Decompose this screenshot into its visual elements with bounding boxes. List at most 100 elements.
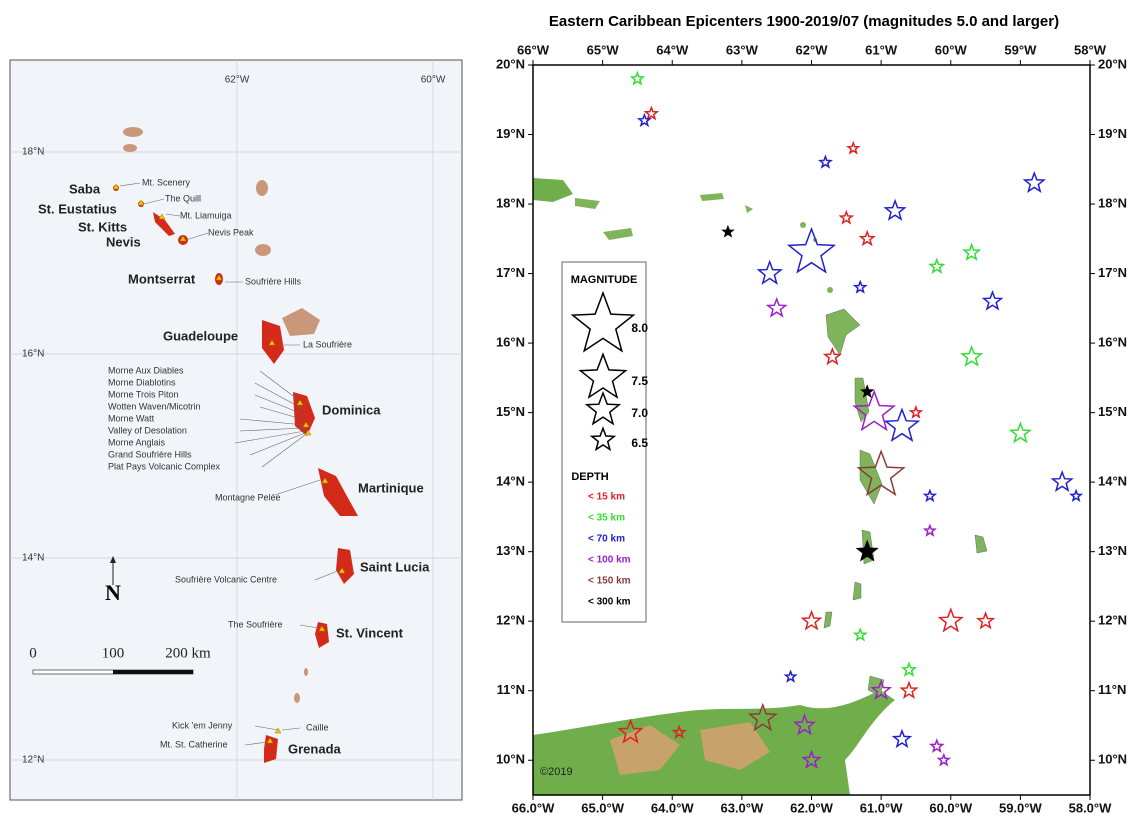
volcano-label: The Quill [165, 193, 201, 203]
volcano-label: Soufrière Hills [245, 276, 302, 286]
north-arrow: N [105, 556, 121, 605]
scale-label: 0 [29, 645, 37, 661]
lat-label: 20°N [496, 56, 525, 71]
lat-label: 15°N [1098, 404, 1127, 419]
epicenter [838, 209, 855, 225]
lat-label: 19°N [1098, 126, 1127, 141]
volcano-map: 62°W 60°W 18°N 16°N 14°N 12°N Saba St. E… [9, 59, 463, 801]
depth-label: < 15 km [588, 492, 625, 503]
volcano-label: Morne Watt [108, 413, 155, 423]
non-volcanic-islands [123, 127, 320, 703]
epicenter [783, 669, 798, 683]
epicenter [936, 752, 952, 767]
legend-star [578, 352, 628, 399]
epicenter [981, 289, 1004, 311]
epicenter [817, 154, 833, 169]
lat-label: 18°N [1098, 195, 1127, 210]
volcano-label: Montagne Pelée [215, 492, 281, 502]
legend-title: DEPTH [571, 471, 608, 483]
epicenter [617, 718, 644, 744]
legend-title: MAGNITUDE [571, 274, 638, 286]
lat-label: 16°N [22, 349, 44, 360]
north-label: N [105, 580, 121, 605]
volcanic-islands [113, 185, 358, 763]
lat-label: 10°N [496, 752, 525, 767]
lat-label: 12°N [22, 755, 44, 766]
island-label: St. Kitts [78, 219, 127, 234]
lon-label: 64°W [656, 42, 689, 57]
lat-label: 17°N [1098, 265, 1127, 280]
epicenter [629, 70, 646, 86]
island-label: St. Eustatius [38, 201, 117, 216]
legend-label: 7.0 [631, 406, 648, 420]
epicenter [852, 279, 868, 294]
island-label: Saint Lucia [360, 559, 430, 574]
lon-label: 62°W [225, 75, 250, 86]
volcano-label: Kick 'em Jenny [172, 720, 233, 730]
lon-label: 61.0°W [860, 800, 904, 815]
epicenter [792, 713, 817, 736]
epicenter [1050, 469, 1074, 493]
epicenter [846, 140, 861, 155]
epicenter [975, 611, 996, 630]
lat-label: 13°N [1098, 543, 1127, 558]
lon-label: 66°W [517, 42, 550, 57]
scale-bar: 0 100 200 km [29, 645, 211, 675]
legend-star [589, 426, 617, 452]
volcano-label: Morne Aux Diables [108, 365, 184, 375]
epicenter [801, 749, 822, 769]
volcano-label: Nevis Peak [208, 227, 254, 237]
lon-label: 58°W [1074, 42, 1107, 57]
copyright: ©2019 [540, 766, 573, 778]
lon-label: 61°W [865, 42, 898, 57]
epicenter [858, 229, 876, 247]
epicenter [961, 242, 982, 261]
epicenter [852, 627, 868, 642]
epicenter [883, 407, 921, 443]
map-frame [9, 59, 463, 801]
volcano-markers [112, 183, 346, 744]
depth-label: < 70 km [588, 534, 625, 545]
volcano-label: Mt. Liamuiga [180, 210, 232, 220]
epicenter [960, 344, 984, 367]
epicenter [928, 257, 946, 274]
lat-label: 14°N [22, 553, 44, 564]
lon-label: 60°W [935, 42, 968, 57]
lat-label: 16°N [496, 335, 525, 350]
epicenter [937, 607, 964, 633]
epicenter [786, 226, 837, 274]
epicenter [870, 679, 893, 701]
lon-label: 65°W [587, 42, 620, 57]
legend-star [570, 290, 636, 353]
epicenter [855, 539, 879, 562]
epicenter [671, 724, 687, 739]
volcano-label: Mt. Scenery [142, 177, 191, 187]
scale-label: 100 [102, 645, 125, 661]
epicenter [922, 523, 937, 537]
volcano-label: Wotten Waven/Micotrin [108, 401, 201, 411]
volcano-label: Mt. St. Catherine [160, 739, 228, 749]
lat-label: 16°N [1098, 335, 1127, 350]
map-frame [532, 64, 1091, 796]
volcano-label: Morne Anglais [108, 437, 166, 447]
island-label: Saba [69, 181, 101, 196]
island-label: Dominica [322, 402, 381, 417]
legend-star [584, 390, 622, 426]
legend-label: 6.5 [631, 436, 648, 450]
island-label: Martinique [358, 480, 424, 495]
legend-label: 8.0 [631, 321, 648, 335]
epicenter [643, 105, 660, 121]
epicenter [856, 449, 906, 497]
lon-label: 62.0°W [790, 800, 834, 815]
island-label: Guadeloupe [163, 328, 238, 343]
lon-label: 58.0°W [1069, 800, 1113, 815]
lon-label: 65.0°W [581, 800, 625, 815]
lat-label: 20°N [1098, 56, 1127, 71]
lon-label: 62°W [796, 42, 829, 57]
volcano-label: Valley of Desolation [108, 425, 187, 435]
volcano-label: La Soufrière [303, 339, 352, 349]
epicenter [1069, 488, 1084, 502]
epicenter [899, 680, 919, 699]
lon-label: 60°W [421, 75, 446, 86]
epicenter [852, 389, 897, 432]
